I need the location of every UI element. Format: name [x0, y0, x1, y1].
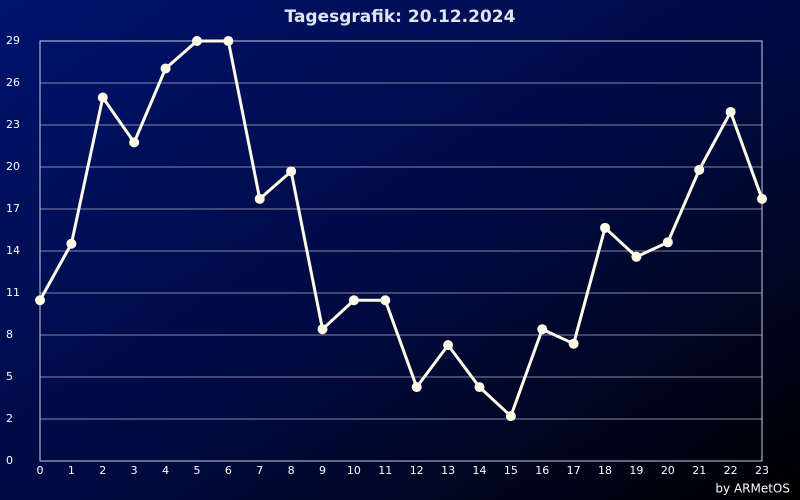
x-tick-label: 21: [692, 464, 706, 477]
x-tick-label: 12: [410, 464, 424, 477]
y-tick-label: 2: [6, 412, 13, 425]
line: [38, 39, 764, 418]
x-tick-label: 4: [162, 464, 169, 477]
x-tick-label: 1: [68, 464, 75, 477]
y-tick-label: 29: [6, 34, 20, 47]
x-tick-label: 17: [567, 464, 581, 477]
x-tick-label: 0: [37, 464, 44, 477]
point: [286, 166, 297, 177]
y-tick-label: 26: [6, 76, 20, 89]
y-tick-label: 23: [6, 118, 20, 131]
point: [443, 340, 454, 351]
point: [35, 295, 45, 306]
point: [505, 411, 516, 422]
point: [223, 36, 234, 46]
x-tick-label: 3: [131, 464, 138, 477]
point: [66, 238, 77, 249]
point: [757, 193, 767, 204]
x-tick-label: 14: [472, 464, 486, 477]
point: [474, 382, 485, 393]
y-tick-label: 14: [6, 244, 20, 257]
x-tick-label: 15: [504, 464, 518, 477]
x-tick-label: 5: [193, 464, 200, 477]
plot-border: [39, 40, 763, 462]
point: [254, 193, 265, 204]
point: [129, 137, 140, 148]
y-tick-label: 0: [6, 454, 13, 467]
y-tick-label: 5: [6, 370, 13, 383]
x-tick-label: 19: [629, 464, 643, 477]
x-tick-label: 16: [535, 464, 549, 477]
x-tick-label: 9: [319, 464, 326, 477]
x-tick-label: 2: [99, 464, 106, 477]
point: [348, 295, 359, 306]
point: [662, 237, 673, 248]
point: [411, 382, 422, 393]
point: [537, 324, 548, 335]
x-tick-label: 20: [661, 464, 675, 477]
x-tick-label: 6: [225, 464, 232, 477]
footer: by ARMetOS: [715, 482, 790, 496]
point: [694, 164, 705, 175]
point: [568, 338, 579, 349]
x-tick-label: 11: [378, 464, 392, 477]
y-tick-label: 17: [6, 202, 20, 215]
point: [160, 63, 171, 74]
y-tick-label: 20: [6, 160, 20, 173]
y-tick-label: 8: [6, 328, 13, 341]
chart-title: Tagesgrafik: 20.12.2024: [285, 7, 516, 27]
point: [97, 92, 108, 103]
x-tick-label: 13: [441, 464, 455, 477]
point: [317, 324, 328, 335]
point: [725, 106, 736, 117]
x-tick-label: 22: [724, 464, 738, 477]
y-tick-label: 11: [6, 286, 20, 299]
x-tick-label: 18: [598, 464, 612, 477]
point: [191, 36, 202, 46]
x-tick-label: 10: [347, 464, 361, 477]
point: [600, 222, 611, 233]
x-tick-label: 8: [288, 464, 295, 477]
point: [380, 295, 391, 306]
x-tick-label: 23: [755, 464, 769, 477]
x-tick-label: 7: [256, 464, 263, 477]
point: [631, 251, 642, 262]
